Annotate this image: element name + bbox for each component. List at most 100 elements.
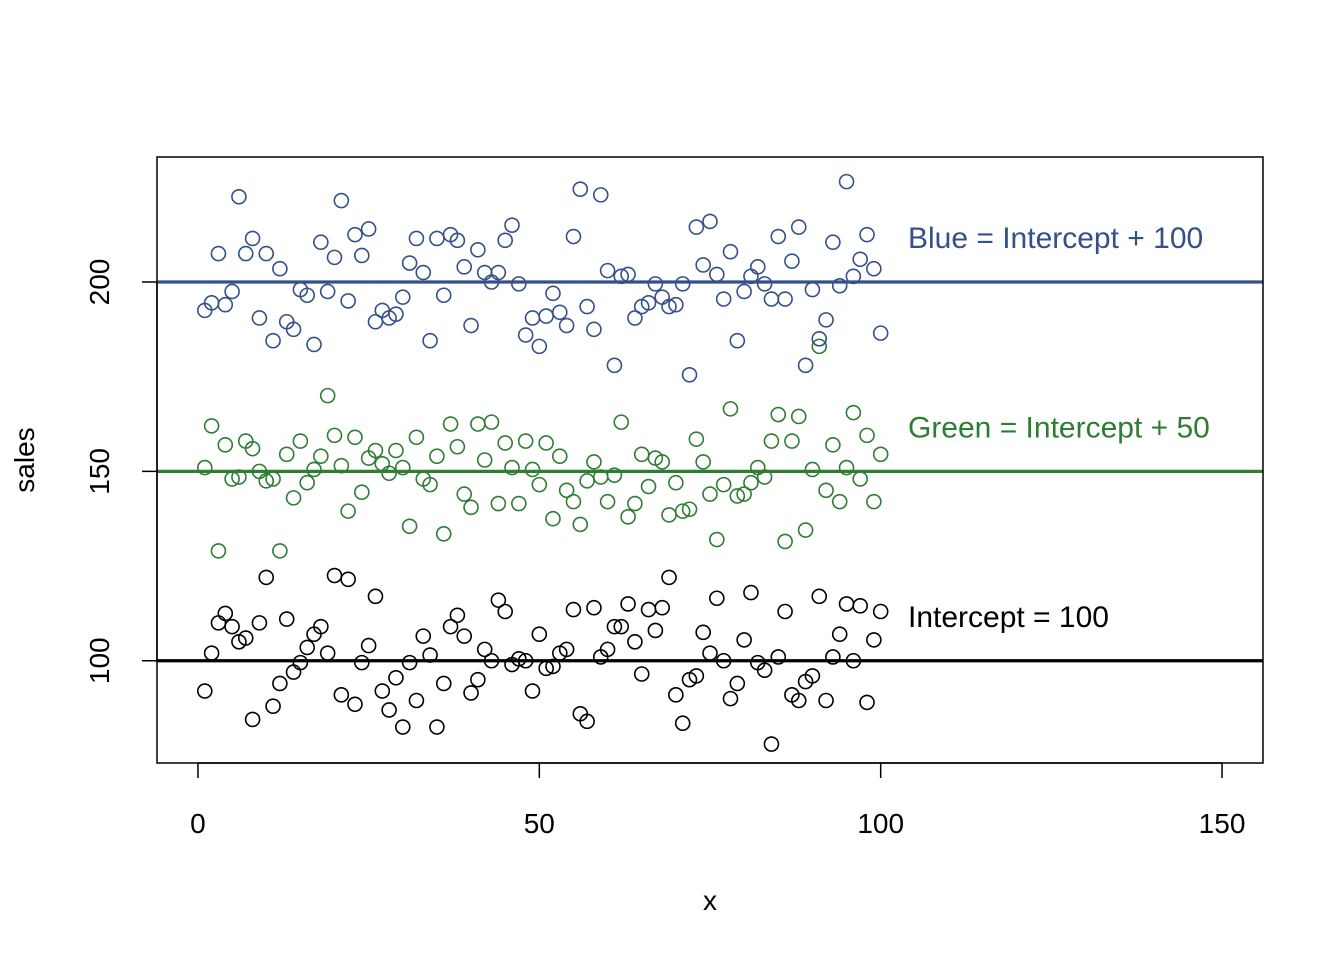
data-point-blue (674, 276, 691, 292)
data-point-green (224, 471, 240, 487)
data-point-black (613, 618, 630, 635)
data-point-blue (326, 249, 343, 266)
data-point-green (381, 465, 397, 482)
data-point-blue (838, 173, 855, 190)
data-point-blue (695, 257, 711, 273)
data-point-black (818, 692, 834, 709)
data-point-black (825, 649, 841, 665)
data-point-green (784, 433, 800, 449)
data-point-black (729, 675, 746, 692)
data-point-black (777, 603, 793, 620)
data-point-green (347, 429, 363, 446)
data-point-black (620, 596, 636, 612)
data-point-black (333, 687, 350, 703)
data-point-green (531, 476, 548, 493)
data-point-green (333, 457, 350, 474)
data-point-black (292, 654, 309, 671)
data-point-green (196, 459, 213, 476)
data-point-black (811, 588, 828, 605)
data-point-blue (558, 317, 575, 334)
data-point-blue (531, 338, 548, 355)
x-tick-label: 100 (857, 808, 904, 839)
data-point-black (736, 632, 752, 648)
data-point-blue (592, 187, 609, 203)
data-point-black (804, 668, 821, 684)
data-point-blue (620, 266, 636, 283)
data-point-green (688, 431, 705, 447)
data-point-black (633, 666, 650, 682)
data-point-blue (408, 230, 425, 247)
data-point-green (306, 461, 322, 478)
data-point-blue (681, 366, 698, 383)
data-point-black (695, 624, 711, 641)
data-point-green (265, 471, 281, 487)
data-point-black (790, 692, 807, 709)
data-point-blue (599, 262, 616, 279)
data-point-green (770, 406, 787, 423)
data-point-green (804, 461, 821, 478)
data-point-blue (319, 283, 336, 300)
data-point-blue (661, 298, 677, 315)
data-point-black (743, 584, 759, 601)
data-point-green (511, 495, 527, 512)
data-point-black (258, 569, 275, 586)
data-point-blue (709, 266, 725, 283)
data-point-black (319, 645, 336, 661)
data-point-green (367, 442, 384, 459)
data-point-blue (552, 304, 568, 321)
data-point-green (620, 509, 636, 525)
x-axis: 0 50 100 150 (190, 762, 1245, 839)
data-point-black (483, 652, 500, 669)
y-tick-label: 100 (84, 637, 115, 684)
data-point-green (258, 473, 275, 489)
data-point-green (736, 486, 752, 502)
data-point-green (272, 543, 288, 559)
data-point-black (394, 719, 411, 735)
data-point-blue (770, 228, 787, 245)
data-point-green (558, 482, 575, 499)
data-point-green (285, 490, 302, 506)
data-point-blue (340, 293, 356, 309)
data-point-green (244, 440, 261, 457)
data-point-black (709, 590, 725, 607)
data-point-green (818, 482, 834, 499)
data-point-black (203, 645, 220, 661)
data-point-green (613, 414, 630, 430)
data-point-blue (272, 260, 288, 277)
data-point-green (497, 435, 513, 451)
data-point-black (770, 649, 787, 665)
data-point-black (866, 632, 882, 648)
data-point-blue (511, 276, 527, 292)
data-point-blue (702, 213, 718, 230)
data-point-green (859, 427, 875, 444)
data-point-black (299, 639, 315, 656)
data-point-black (408, 692, 425, 709)
data-point-green (435, 526, 452, 542)
data-point-blue (251, 310, 268, 326)
data-point-black (661, 569, 677, 586)
data-point-black (224, 618, 240, 635)
data-point-black (381, 702, 397, 718)
data-point-black (340, 571, 356, 588)
data-point-black (347, 696, 363, 713)
data-point-green (565, 493, 582, 510)
data-point-black (360, 637, 377, 654)
data-point-black (565, 601, 582, 618)
data-point-green (627, 495, 643, 512)
data-point-blue (777, 291, 793, 307)
data-point-green (278, 446, 295, 463)
data-point-blue (647, 276, 664, 292)
data-point-blue (415, 264, 432, 281)
annotation-black: Intercept = 100 (908, 601, 1109, 634)
data-point-green (640, 478, 657, 495)
data-point-green (797, 522, 814, 538)
data-point-blue (422, 332, 438, 349)
data-point-black (449, 607, 466, 624)
data-point-green (517, 433, 534, 449)
data-point-blue (470, 241, 486, 258)
data-point-black (517, 652, 534, 669)
data-point-green (722, 401, 739, 417)
data-point-black (872, 603, 889, 620)
data-point-black (606, 618, 623, 635)
data-point-blue (627, 310, 643, 326)
